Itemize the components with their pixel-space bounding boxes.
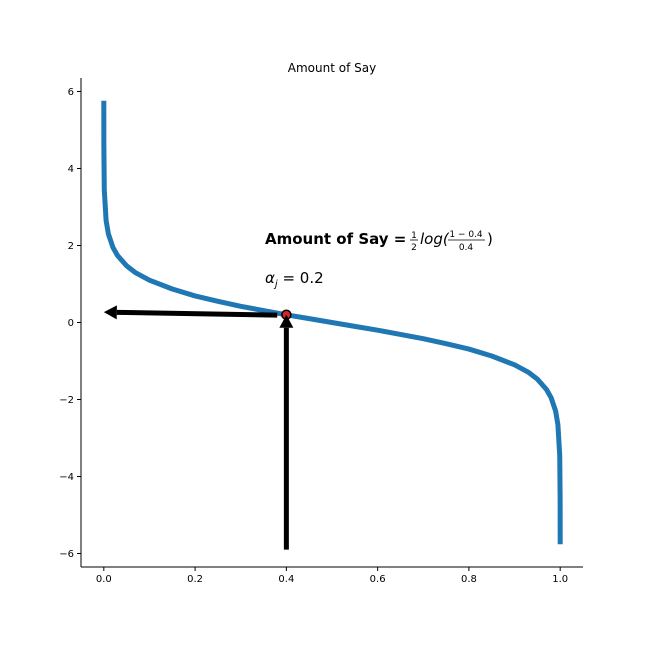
formula-fraction-numerator: 1 − 0.4 xyxy=(449,230,483,240)
formula-log: log( xyxy=(420,230,450,248)
x-tick-label: 1.0 xyxy=(552,574,568,585)
x-ticks: 0.0 0.2 0.4 0.6 0.8 1.0 xyxy=(96,567,568,585)
y-ticks: −6 −4 −2 0 2 4 6 xyxy=(59,87,81,560)
y-tick-label: −6 xyxy=(59,549,74,560)
alpha-annotation: αj = 0.2 xyxy=(265,269,324,290)
x-tick-label: 0.8 xyxy=(461,574,477,585)
formula-half-numerator: 1 xyxy=(411,231,417,241)
alpha-symbol: α xyxy=(265,269,275,287)
y-tick-label: 6 xyxy=(68,87,74,98)
amount-of-say-curve xyxy=(101,100,563,545)
x-tick-label: 0.4 xyxy=(278,574,294,585)
alpha-label: αj = 0.2 xyxy=(265,269,324,290)
y-tick-label: 2 xyxy=(68,241,74,252)
arrow-left-head xyxy=(103,305,117,320)
alpha-value: = 0.2 xyxy=(278,269,324,287)
alpha-subscript: j xyxy=(273,279,278,290)
formula-fraction-denominator: 0.4 xyxy=(459,243,474,253)
x-tick-label: 0.6 xyxy=(370,574,386,585)
y-tick-label: 0 xyxy=(68,318,74,329)
arrow-left-shaft xyxy=(116,309,278,318)
arrow-left xyxy=(103,305,278,320)
x-tick-label: 0.2 xyxy=(187,574,203,585)
y-tick-label: 4 xyxy=(68,164,74,175)
y-tick-label: −4 xyxy=(59,472,74,483)
arrow-up-head xyxy=(279,314,294,328)
chart-title: Amount of Say xyxy=(288,61,376,75)
formula-close-paren: ) xyxy=(487,230,493,248)
formula-bold-label: Amount of Say = xyxy=(265,230,406,248)
formula-half-denominator: 2 xyxy=(411,243,417,253)
x-tick-label: 0.0 xyxy=(96,574,112,585)
formula-text: Amount of Say = xyxy=(265,230,406,248)
arrow-up xyxy=(279,314,294,550)
plot-area xyxy=(101,100,563,545)
arrows xyxy=(103,305,294,550)
formula-annotation: Amount of Say = 1 2 log( 1 − 0.4 0.4 ) xyxy=(265,230,493,253)
y-tick-label: −2 xyxy=(59,395,74,406)
